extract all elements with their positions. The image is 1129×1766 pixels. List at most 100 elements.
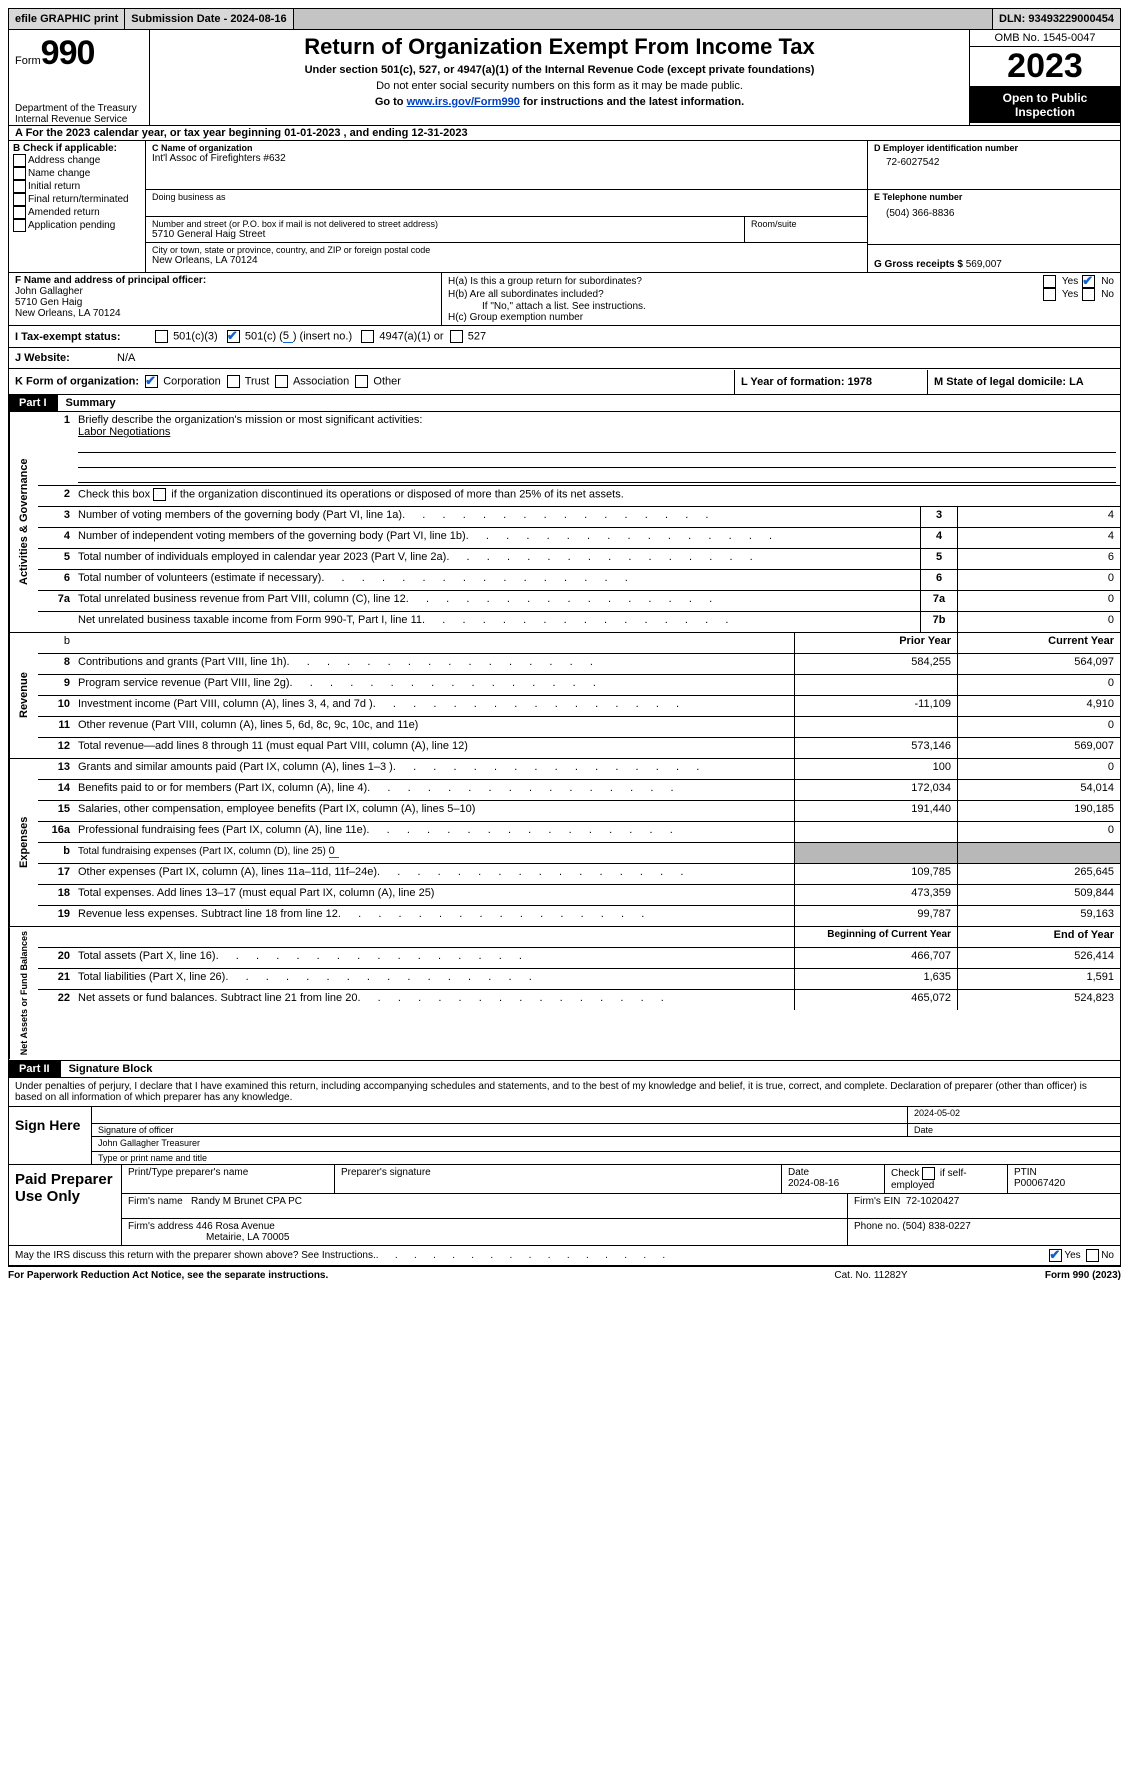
ein-value: 72-6027542 <box>874 153 1114 168</box>
line4-value: 4 <box>957 528 1120 548</box>
lbl-website: J Website: <box>9 348 111 368</box>
city-state-zip: New Orleans, LA 70124 <box>152 255 861 266</box>
cb-application-pending[interactable] <box>13 219 26 232</box>
dln-label: DLN: 93493229000454 <box>993 9 1120 29</box>
officer-addr2: New Orleans, LA 70124 <box>15 308 435 319</box>
cb-ha-yes[interactable] <box>1043 275 1056 288</box>
submission-date: Submission Date - 2024-08-16 <box>125 9 293 29</box>
line8-prior: 584,255 <box>794 654 957 674</box>
cb-corp[interactable] <box>145 375 158 388</box>
paid-preparer-label: Paid Preparer Use Only <box>9 1165 122 1245</box>
cb-501c[interactable] <box>227 330 240 343</box>
lbl-dba: Doing business as <box>152 192 861 202</box>
paid-preparer-block: Paid Preparer Use Only Print/Type prepar… <box>8 1165 1121 1246</box>
korg-row: K Form of organization: Corporation Trus… <box>8 369 1121 395</box>
hb-note: If "No," attach a list. See instructions… <box>448 301 1114 312</box>
line12-text: Total revenue—add lines 8 through 11 (mu… <box>74 738 794 758</box>
cb-self-employed[interactable] <box>922 1167 935 1180</box>
cb-final-return[interactable] <box>13 193 26 206</box>
cb-discontinued[interactable] <box>153 488 166 501</box>
revenue-section: Revenue bPrior YearCurrent Year 8Contrib… <box>8 633 1121 759</box>
top-bar: efile GRAPHIC print Submission Date - 20… <box>8 8 1121 30</box>
cb-assoc[interactable] <box>275 375 288 388</box>
line9-text: Program service revenue (Part VIII, line… <box>74 675 794 695</box>
ptin-value: P00067420 <box>1014 1178 1065 1189</box>
pra-notice: For Paperwork Reduction Act Notice, see … <box>8 1270 771 1281</box>
cb-501c3[interactable] <box>155 330 168 343</box>
irs-link[interactable]: www.irs.gov/Form990 <box>407 96 520 108</box>
lbl-room: Room/suite <box>751 219 861 229</box>
cb-trust[interactable] <box>227 375 240 388</box>
line10-text: Investment income (Part VIII, column (A)… <box>74 696 794 716</box>
part1-label: Part I <box>9 395 57 411</box>
line13-curr: 0 <box>957 759 1120 779</box>
lbl-phone: E Telephone number <box>874 192 1114 202</box>
line11-curr: 0 <box>957 717 1120 737</box>
lbl-org-name: C Name of organization <box>152 143 861 153</box>
form-header: Form990 Department of the Treasury Inter… <box>8 30 1121 126</box>
expenses-section: Expenses 13Grants and similar amounts pa… <box>8 759 1121 927</box>
lbl-sig-officer: Signature of officer <box>92 1124 908 1136</box>
line5-value: 6 <box>957 549 1120 569</box>
cb-discuss-no[interactable] <box>1086 1249 1099 1262</box>
lbl-principal-officer: F Name and address of principal officer: <box>15 275 435 286</box>
website-row: J Website: N/A <box>8 348 1121 369</box>
cb-address-change[interactable] <box>13 154 26 167</box>
line19-curr: 59,163 <box>957 906 1120 926</box>
cb-amended[interactable] <box>13 206 26 219</box>
ha-question: H(a) Is this a group return for subordin… <box>448 276 1043 287</box>
part2-header: Part II Signature Block <box>8 1061 1121 1078</box>
lbl-prep-name: Print/Type preparer's name <box>122 1165 335 1193</box>
line9-prior <box>794 675 957 695</box>
gross-receipts-value: 569,007 <box>966 259 1002 270</box>
sign-here-block: Sign Here 2024-05-02 Signature of office… <box>8 1107 1121 1165</box>
form-subtitle: Under section 501(c), 527, or 4947(a)(1)… <box>160 64 959 76</box>
firm-name: Randy M Brunet CPA PC <box>191 1196 302 1207</box>
line14-prior: 172,034 <box>794 780 957 800</box>
line20-curr: 526,414 <box>957 948 1120 968</box>
cb-other[interactable] <box>355 375 368 388</box>
line3-value: 4 <box>957 507 1120 527</box>
cb-hb-yes[interactable] <box>1043 288 1056 301</box>
line15-prior: 191,440 <box>794 801 957 821</box>
lbl-prep-sig: Preparer's signature <box>335 1165 782 1193</box>
line19-prior: 99,787 <box>794 906 957 926</box>
cb-name-change[interactable] <box>13 167 26 180</box>
cb-4947[interactable] <box>361 330 374 343</box>
phone-value: (504) 366-8836 <box>874 202 1114 219</box>
cb-527[interactable] <box>450 330 463 343</box>
line16b-curr-grey <box>957 843 1120 863</box>
omb-number: OMB No. 1545-0047 <box>970 30 1120 47</box>
lbl-gross-receipts: G Gross receipts $ <box>874 259 963 270</box>
line14-text: Benefits paid to or for members (Part IX… <box>74 780 794 800</box>
open-inspection: Open to Public Inspection <box>970 87 1120 123</box>
tax-status-row: I Tax-exempt status: 501(c)(3) 501(c) (5… <box>8 326 1121 348</box>
topbar-spacer <box>294 9 993 29</box>
cb-discuss-yes[interactable] <box>1049 1249 1062 1262</box>
501c-insert: 5 <box>283 330 293 343</box>
cb-initial-return[interactable] <box>13 180 26 193</box>
line7a-text: Total unrelated business revenue from Pa… <box>74 591 920 611</box>
line22-text: Net assets or fund balances. Subtract li… <box>74 990 794 1010</box>
cat-no: Cat. No. 11282Y <box>771 1270 971 1281</box>
col-b-header: B Check if applicable: <box>13 143 141 154</box>
line7b-text: Net unrelated business taxable income fr… <box>74 612 920 632</box>
part1-title: Summary <box>57 395 1120 411</box>
lbl-ein: D Employer identification number <box>874 143 1114 153</box>
line8-text: Contributions and grants (Part VIII, lin… <box>74 654 794 674</box>
hdr-prior-year: Prior Year <box>794 633 957 653</box>
street-address: 5710 General Haig Street <box>152 229 738 240</box>
part2-label: Part II <box>9 1061 60 1077</box>
form-title: Return of Organization Exempt From Incom… <box>160 34 959 60</box>
cb-ha-no[interactable] <box>1082 275 1095 288</box>
cb-hb-no[interactable] <box>1082 288 1095 301</box>
efile-label: efile GRAPHIC print <box>9 9 125 29</box>
penalties-text: Under penalties of perjury, I declare th… <box>8 1078 1121 1107</box>
line21-text: Total liabilities (Part X, line 26) <box>74 969 794 989</box>
state-domicile: M State of legal domicile: LA <box>927 370 1120 394</box>
footer-row: For Paperwork Reduction Act Notice, see … <box>8 1266 1121 1284</box>
goto-note: Go to www.irs.gov/Form990 for instructio… <box>160 96 959 108</box>
line22-prior: 465,072 <box>794 990 957 1010</box>
form-footer: Form 990 (2023) <box>971 1270 1121 1281</box>
irs-label: Internal Revenue Service <box>15 114 143 125</box>
